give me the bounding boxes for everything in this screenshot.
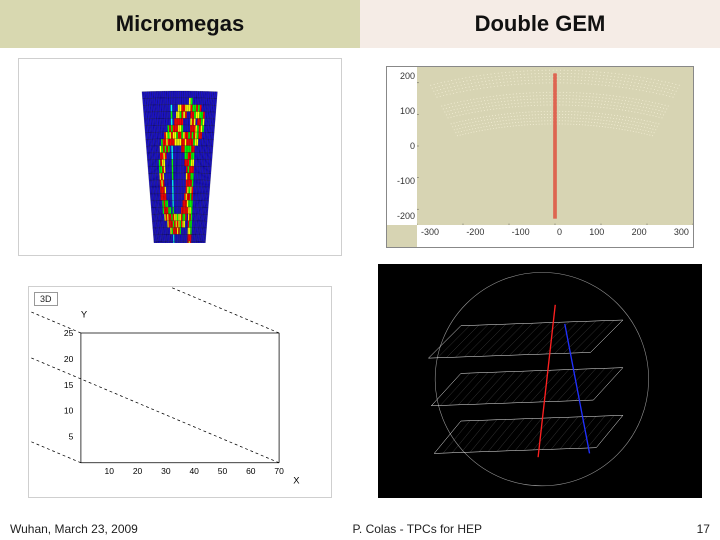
header-right-cell: Double GEM [360, 0, 720, 48]
hitmap3d-svg [378, 264, 702, 498]
svg-text:25: 25 [64, 328, 74, 338]
footer: Wuhan, March 23, 2009 P. Colas - TPCs fo… [0, 514, 720, 536]
svg-text:5: 5 [69, 432, 74, 442]
header-left-cell: Micromegas [0, 0, 360, 48]
xtick: 0 [557, 227, 562, 237]
hitmap-y-axis: 200 100 0 -100 -200 [387, 67, 417, 225]
heatmap-canvas-wrap [38, 71, 321, 243]
xtick: 300 [674, 227, 689, 237]
chip-3d-label: 3D [34, 292, 58, 306]
xtick: -200 [466, 227, 484, 237]
slide-page: { "header": { "left_title": "Micromegas"… [0, 0, 720, 540]
hitmap-plot-area [417, 67, 693, 225]
header-row: Micromegas Double GEM [0, 0, 720, 48]
xtick: -300 [421, 227, 439, 237]
ytick: 100 [400, 106, 415, 116]
svg-text:70: 70 [274, 466, 284, 476]
heatmap-svg [38, 71, 321, 243]
hitmap-frame: 200 100 0 -100 -200 -300 -200 -100 0 100… [386, 66, 694, 248]
svg-text:Y: Y [81, 308, 88, 319]
xtick: 200 [632, 227, 647, 237]
svg-text:50: 50 [218, 466, 228, 476]
footer-left: Wuhan, March 23, 2009 [10, 522, 138, 536]
svg-text:10: 10 [64, 406, 74, 416]
panel-hitmap-2d: 200 100 0 -100 -200 -300 -200 -100 0 100… [378, 58, 702, 256]
ytick: -100 [397, 176, 415, 186]
header-left-title: Micromegas [116, 11, 244, 37]
ytick: 200 [400, 71, 415, 81]
svg-text:10: 10 [105, 466, 115, 476]
svg-text:15: 15 [64, 380, 74, 390]
ytick: -200 [397, 211, 415, 221]
panel-hitmap-3d [378, 264, 702, 498]
header-right-title: Double GEM [475, 11, 606, 37]
xtick: 100 [589, 227, 604, 237]
panel-heatmap [18, 58, 342, 256]
xtick: -100 [512, 227, 530, 237]
hitmap-svg [417, 67, 693, 225]
hitmap-x-axis: -300 -200 -100 0 100 200 300 [417, 225, 693, 247]
content-area: 3D 102030405060705101520253004005000XYTi… [0, 58, 720, 498]
svg-text:60: 60 [246, 466, 256, 476]
panel-3d-scatter: 3D 102030405060705101520253004005000XYTi… [28, 286, 332, 498]
svg-text:30: 30 [161, 466, 171, 476]
footer-center: P. Colas - TPCs for HEP [352, 522, 482, 536]
svg-text:20: 20 [64, 354, 74, 364]
svg-text:40: 40 [189, 466, 199, 476]
scatter3d-svg: 102030405060705101520253004005000XYTime … [29, 287, 331, 497]
svg-text:X: X [293, 475, 300, 486]
svg-text:20: 20 [133, 466, 143, 476]
footer-right: 17 [697, 522, 710, 536]
ytick: 0 [410, 141, 415, 151]
